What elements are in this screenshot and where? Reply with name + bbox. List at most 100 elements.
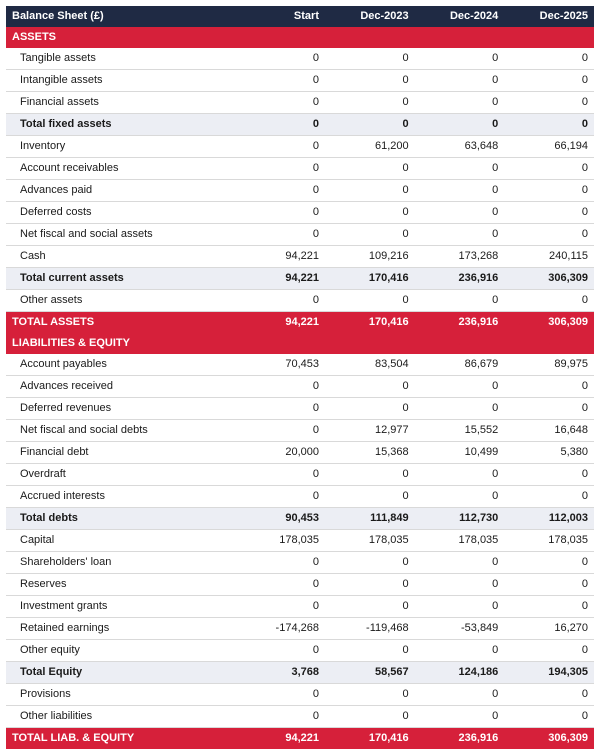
table-row: Overdraft0000 (6, 464, 594, 486)
cell-value: 0 (504, 486, 594, 508)
row-label: Shareholders' loan (6, 552, 235, 574)
cell-value: 86,679 (415, 354, 505, 376)
cell-value: 0 (504, 376, 594, 398)
cell-value: 173,268 (415, 246, 505, 268)
cell-value: 0 (235, 224, 325, 246)
cell-value: 0 (415, 48, 505, 70)
table-row: Advances paid0000 (6, 180, 594, 202)
balance-sheet-table: Balance Sheet (£) Start Dec-2023 Dec-202… (6, 6, 594, 749)
cell-value: 58,567 (325, 662, 415, 684)
table-row: Account receivables0000 (6, 158, 594, 180)
row-label: Total fixed assets (6, 114, 235, 136)
cell-value: 0 (504, 180, 594, 202)
cell-value: 0 (325, 376, 415, 398)
cell-value: 0 (415, 596, 505, 618)
cell-value: 0 (415, 376, 505, 398)
cell-value: 0 (415, 464, 505, 486)
table-row: Investment grants0000 (6, 596, 594, 618)
cell-value: 0 (325, 290, 415, 312)
cell-value: 15,368 (325, 442, 415, 464)
cell-value: 0 (504, 48, 594, 70)
row-label: Other liabilities (6, 706, 235, 728)
cell-value: 0 (415, 552, 505, 574)
cell-value: 0 (504, 224, 594, 246)
cell-value: 0 (235, 596, 325, 618)
cell-value: 0 (415, 224, 505, 246)
cell-value: 0 (235, 420, 325, 442)
table-row: Total Equity3,76858,567124,186194,305 (6, 662, 594, 684)
table-row: Intangible assets0000 (6, 70, 594, 92)
col-header-title: Balance Sheet (£) (6, 6, 235, 27)
cell-value: 0 (235, 706, 325, 728)
cell-value: 0 (325, 684, 415, 706)
cell-value: 170,416 (325, 312, 415, 334)
cell-value: 0 (504, 574, 594, 596)
row-label: Deferred revenues (6, 398, 235, 420)
row-label: Reserves (6, 574, 235, 596)
cell-value: 0 (235, 70, 325, 92)
row-label: Inventory (6, 136, 235, 158)
cell-value: 70,453 (235, 354, 325, 376)
table-row: LIABILITIES & EQUITY (6, 333, 594, 354)
cell-value: 178,035 (325, 530, 415, 552)
cell-value: 0 (504, 92, 594, 114)
cell-value: 0 (415, 290, 505, 312)
row-label: Retained earnings (6, 618, 235, 640)
row-label: Net fiscal and social assets (6, 224, 235, 246)
cell-value: 0 (235, 180, 325, 202)
col-header-2025: Dec-2025 (504, 6, 594, 27)
cell-value: 0 (504, 596, 594, 618)
table-row: Provisions0000 (6, 684, 594, 706)
cell-value: 306,309 (504, 312, 594, 334)
cell-value: 0 (415, 640, 505, 662)
cell-value: 83,504 (325, 354, 415, 376)
cell-value: 0 (235, 486, 325, 508)
cell-value: 112,730 (415, 508, 505, 530)
cell-value: 0 (415, 486, 505, 508)
cell-value: 0 (325, 574, 415, 596)
row-label: Total debts (6, 508, 235, 530)
cell-value: 0 (415, 114, 505, 136)
cell-value: 0 (325, 180, 415, 202)
table-row: Total fixed assets0000 (6, 114, 594, 136)
cell-value: 124,186 (415, 662, 505, 684)
table-row: Advances received0000 (6, 376, 594, 398)
cell-value: 0 (504, 114, 594, 136)
table-row: Total debts90,453111,849112,730112,003 (6, 508, 594, 530)
cell-value: 3,768 (235, 662, 325, 684)
row-label: Financial assets (6, 92, 235, 114)
cell-value: 12,977 (325, 420, 415, 442)
cell-value: 94,221 (235, 268, 325, 290)
cell-value: 0 (235, 136, 325, 158)
row-label: Cash (6, 246, 235, 268)
row-label: Deferred costs (6, 202, 235, 224)
cell-value: 0 (504, 684, 594, 706)
row-label: Net fiscal and social debts (6, 420, 235, 442)
row-label: Overdraft (6, 464, 235, 486)
cell-value: 0 (504, 640, 594, 662)
cell-value: 0 (235, 92, 325, 114)
cell-value: 112,003 (504, 508, 594, 530)
cell-value: 0 (415, 70, 505, 92)
table-row: Inventory061,20063,64866,194 (6, 136, 594, 158)
row-label: TOTAL ASSETS (6, 312, 235, 334)
cell-value: 0 (325, 70, 415, 92)
cell-value: 0 (504, 398, 594, 420)
cell-value: 0 (504, 552, 594, 574)
cell-value: 10,499 (415, 442, 505, 464)
row-label: Provisions (6, 684, 235, 706)
row-label: Other assets (6, 290, 235, 312)
table-row: TOTAL ASSETS94,221170,416236,916306,309 (6, 312, 594, 334)
cell-value: 0 (325, 464, 415, 486)
cell-value: 0 (325, 552, 415, 574)
cell-value: 0 (235, 464, 325, 486)
table-header: Balance Sheet (£) Start Dec-2023 Dec-202… (6, 6, 594, 27)
cell-value: 236,916 (415, 728, 505, 750)
row-label: Accrued interests (6, 486, 235, 508)
cell-value: 178,035 (504, 530, 594, 552)
cell-value: 5,380 (504, 442, 594, 464)
cell-value: 0 (235, 574, 325, 596)
row-label: Total current assets (6, 268, 235, 290)
row-label: Account receivables (6, 158, 235, 180)
cell-value: 236,916 (415, 268, 505, 290)
